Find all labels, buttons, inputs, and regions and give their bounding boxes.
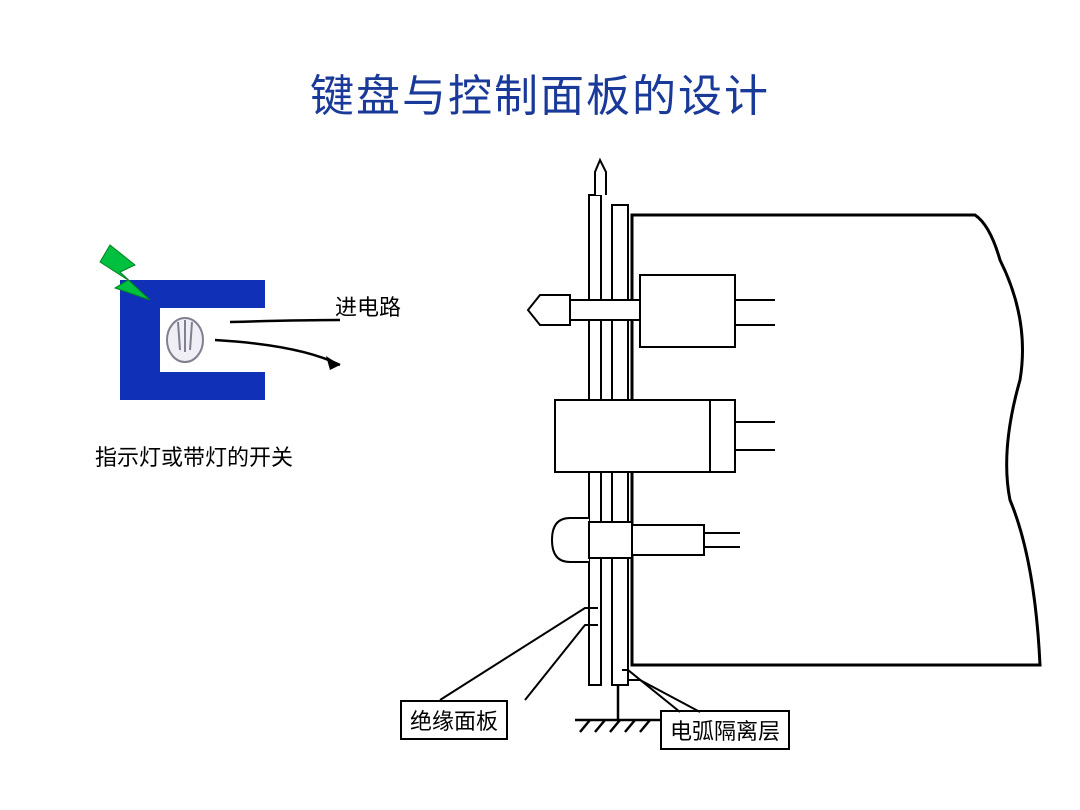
panel-top-tip [595, 160, 606, 195]
ground-mount [575, 685, 661, 732]
leader-insul-panel [440, 608, 598, 700]
right-diagram [0, 0, 1080, 810]
leader-arc-layer [622, 670, 700, 712]
